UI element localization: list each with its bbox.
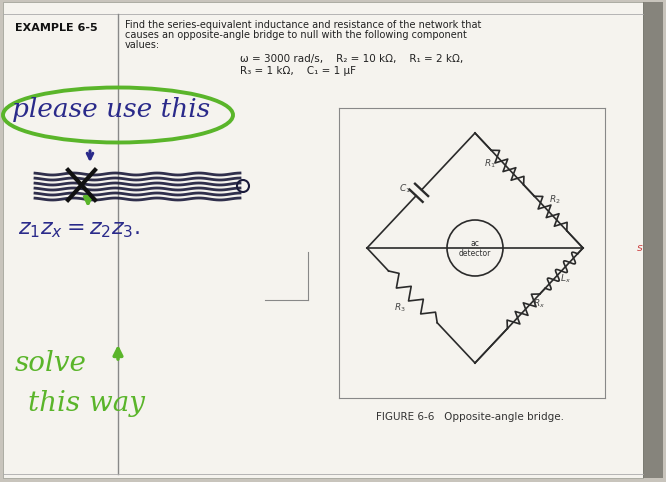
Text: $R_2$: $R_2$ bbox=[549, 193, 561, 206]
Text: this way: this way bbox=[28, 390, 145, 417]
Text: $z_1 z_x = z_2 z_3.$: $z_1 z_x = z_2 z_3.$ bbox=[18, 218, 140, 240]
Text: causes an opposite-angle bridge to null with the following component: causes an opposite-angle bridge to null … bbox=[125, 30, 467, 40]
Text: solve: solve bbox=[15, 350, 87, 377]
Text: s: s bbox=[637, 243, 643, 253]
Text: ω = 3000 rad/s,    R₂ = 10 kΩ,    R₁ = 2 kΩ,: ω = 3000 rad/s, R₂ = 10 kΩ, R₁ = 2 kΩ, bbox=[240, 54, 464, 64]
Text: EXAMPLE 6-5: EXAMPLE 6-5 bbox=[15, 23, 98, 33]
Text: ac: ac bbox=[471, 240, 480, 249]
Text: Find the series-equivalent inductance and resistance of the network that: Find the series-equivalent inductance an… bbox=[125, 20, 482, 30]
Text: values:: values: bbox=[125, 40, 160, 50]
Text: $L_x$: $L_x$ bbox=[559, 272, 570, 285]
Text: R₃ = 1 kΩ,    C₁ = 1 μF: R₃ = 1 kΩ, C₁ = 1 μF bbox=[240, 66, 356, 76]
Text: $R_1$: $R_1$ bbox=[484, 158, 496, 170]
Text: $R_x$: $R_x$ bbox=[533, 297, 545, 310]
Text: FIGURE 6-6   Opposite-angle bridge.: FIGURE 6-6 Opposite-angle bridge. bbox=[376, 412, 564, 422]
Text: $R_3$: $R_3$ bbox=[394, 302, 406, 314]
Text: $C_1$: $C_1$ bbox=[399, 182, 411, 195]
Bar bbox=[643, 2, 663, 478]
Text: please use this: please use this bbox=[12, 97, 210, 122]
Text: detector: detector bbox=[459, 250, 492, 258]
